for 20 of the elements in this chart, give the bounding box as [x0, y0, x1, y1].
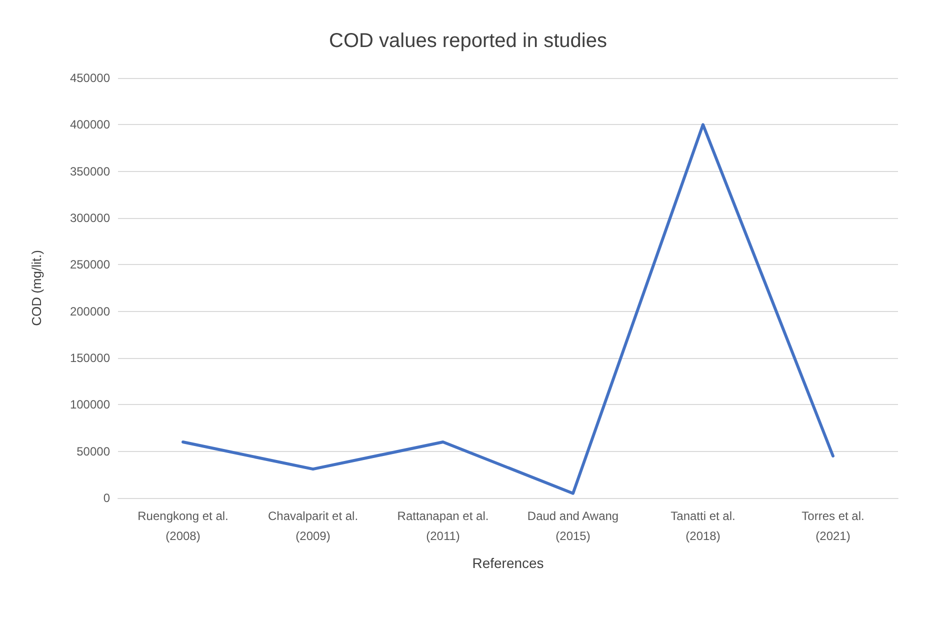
- y-tick-label: 200000: [70, 304, 110, 318]
- x-tick-label: Ruengkong et al. (2008): [138, 509, 228, 543]
- y-tick-label: 250000: [70, 258, 110, 272]
- y-tick-label: 300000: [70, 211, 110, 225]
- chart-title: COD values reported in studies: [329, 30, 607, 52]
- x-tick-label: Rattanapan et al. (2011): [397, 509, 489, 543]
- x-tick-label: Chavalparit et al. (2009): [268, 509, 358, 543]
- y-tick-label: 50000: [76, 444, 110, 458]
- x-tick-label: Daud and Awang (2015): [527, 509, 619, 543]
- y-tick-label: 0: [103, 491, 110, 505]
- y-tick-label: 400000: [70, 118, 110, 132]
- y-tick-label: 150000: [70, 351, 110, 365]
- y-tick-label: 100000: [70, 398, 110, 412]
- x-axis-title: References: [472, 555, 544, 571]
- y-tick-label: 350000: [70, 164, 110, 178]
- y-axis-title: COD (mg/lit.): [29, 250, 44, 326]
- y-tick-label: 450000: [70, 71, 110, 85]
- x-tick-label: Tanatti et al. (2018): [670, 509, 736, 543]
- x-tick-label: Torres et al. (2021): [802, 509, 864, 543]
- line-series: [182, 123, 834, 495]
